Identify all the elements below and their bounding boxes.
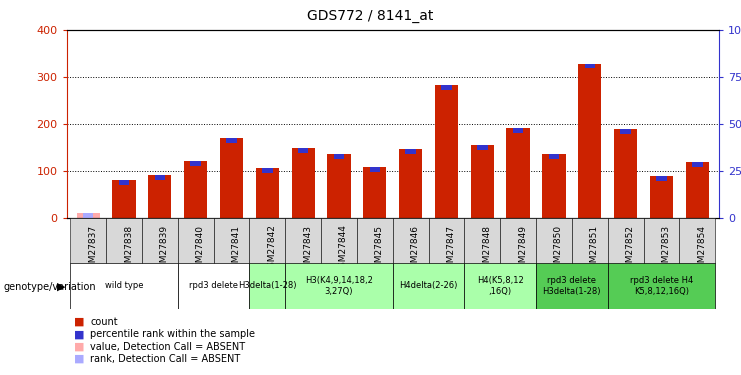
Bar: [679, 217, 715, 264]
Text: rpd3 delete: rpd3 delete: [189, 281, 238, 290]
Text: GSM27848: GSM27848: [482, 225, 491, 273]
Text: H3delta(1-28): H3delta(1-28): [238, 281, 296, 290]
Bar: [608, 217, 643, 264]
Text: GSM27846: GSM27846: [411, 225, 419, 273]
Bar: [608, 262, 715, 309]
Text: H4(K5,8,12
,16Q): H4(K5,8,12 ,16Q): [477, 276, 524, 296]
Bar: [614, 129, 637, 218]
Text: ■: ■: [74, 317, 84, 327]
Text: wild type: wild type: [104, 281, 143, 290]
Text: GSM27854: GSM27854: [697, 225, 706, 273]
Bar: [250, 262, 285, 309]
Bar: [477, 145, 488, 150]
Bar: [178, 262, 250, 309]
Bar: [262, 168, 273, 173]
Text: rpd3 delete H4
K5,8,12,16Q): rpd3 delete H4 K5,8,12,16Q): [630, 276, 693, 296]
Bar: [226, 138, 236, 142]
Text: value, Detection Call = ABSENT: value, Detection Call = ABSENT: [90, 342, 245, 352]
Bar: [585, 64, 595, 68]
Bar: [393, 217, 428, 264]
Bar: [685, 162, 709, 218]
Bar: [465, 217, 500, 264]
Text: GSM27843: GSM27843: [303, 225, 312, 273]
Bar: [572, 217, 608, 264]
Bar: [256, 168, 279, 217]
Bar: [70, 217, 106, 264]
Bar: [441, 85, 452, 90]
Text: ■: ■: [74, 329, 84, 339]
Bar: [513, 128, 523, 133]
Bar: [370, 167, 380, 172]
Text: rank, Detection Call = ABSENT: rank, Detection Call = ABSENT: [90, 354, 241, 364]
Bar: [643, 217, 679, 264]
Text: H4delta(2-26): H4delta(2-26): [399, 281, 458, 290]
Text: GSM27840: GSM27840: [196, 225, 205, 273]
Bar: [357, 217, 393, 264]
Bar: [435, 85, 458, 218]
Bar: [333, 154, 345, 159]
Bar: [471, 145, 494, 218]
Bar: [692, 162, 702, 167]
Bar: [328, 154, 350, 218]
Text: ▶: ▶: [56, 282, 65, 292]
Bar: [285, 217, 321, 264]
Bar: [298, 148, 308, 153]
Bar: [213, 217, 250, 264]
Text: ■: ■: [74, 354, 84, 364]
Bar: [184, 161, 207, 218]
Bar: [536, 217, 572, 264]
Bar: [76, 213, 100, 217]
Text: GSM27851: GSM27851: [590, 225, 599, 274]
Bar: [155, 176, 165, 180]
Text: GSM27837: GSM27837: [88, 225, 97, 274]
Text: GSM27839: GSM27839: [160, 225, 169, 274]
Bar: [399, 149, 422, 217]
Bar: [220, 138, 243, 218]
Bar: [190, 161, 201, 166]
Text: GSM27849: GSM27849: [518, 225, 527, 273]
Text: GSM27847: GSM27847: [447, 225, 456, 273]
Bar: [428, 217, 465, 264]
Bar: [178, 217, 213, 264]
Bar: [578, 64, 602, 217]
Bar: [393, 262, 465, 309]
Text: GSM27838: GSM27838: [124, 225, 133, 274]
Bar: [500, 217, 536, 264]
Bar: [285, 262, 393, 309]
Bar: [465, 262, 536, 309]
Text: GSM27852: GSM27852: [625, 225, 634, 273]
Bar: [250, 217, 285, 264]
Bar: [291, 148, 315, 217]
Text: GSM27853: GSM27853: [662, 225, 671, 274]
Text: GSM27850: GSM27850: [554, 225, 563, 274]
Text: GSM27842: GSM27842: [268, 225, 276, 273]
Bar: [148, 176, 171, 217]
Text: H3(K4,9,14,18,2
3,27Q): H3(K4,9,14,18,2 3,27Q): [305, 276, 373, 296]
Text: GSM27844: GSM27844: [339, 225, 348, 273]
Bar: [113, 180, 136, 218]
Bar: [657, 176, 667, 181]
Bar: [363, 167, 387, 218]
Text: GSM27845: GSM27845: [375, 225, 384, 273]
Bar: [536, 262, 608, 309]
Text: rpd3 delete
H3delta(1-28): rpd3 delete H3delta(1-28): [542, 276, 601, 296]
Bar: [119, 180, 129, 185]
Text: genotype/variation: genotype/variation: [4, 282, 96, 292]
Bar: [405, 149, 416, 154]
Text: percentile rank within the sample: percentile rank within the sample: [90, 329, 256, 339]
Text: GDS772 / 8141_at: GDS772 / 8141_at: [308, 9, 433, 23]
Bar: [542, 154, 565, 218]
Bar: [106, 217, 142, 264]
Text: GSM27841: GSM27841: [231, 225, 241, 273]
Text: count: count: [90, 317, 118, 327]
Text: ■: ■: [74, 342, 84, 352]
Bar: [70, 262, 178, 309]
Bar: [142, 217, 178, 264]
Bar: [650, 176, 673, 218]
Bar: [83, 213, 93, 217]
Bar: [620, 129, 631, 134]
Bar: [321, 217, 357, 264]
Bar: [507, 128, 530, 217]
Bar: [549, 154, 559, 159]
